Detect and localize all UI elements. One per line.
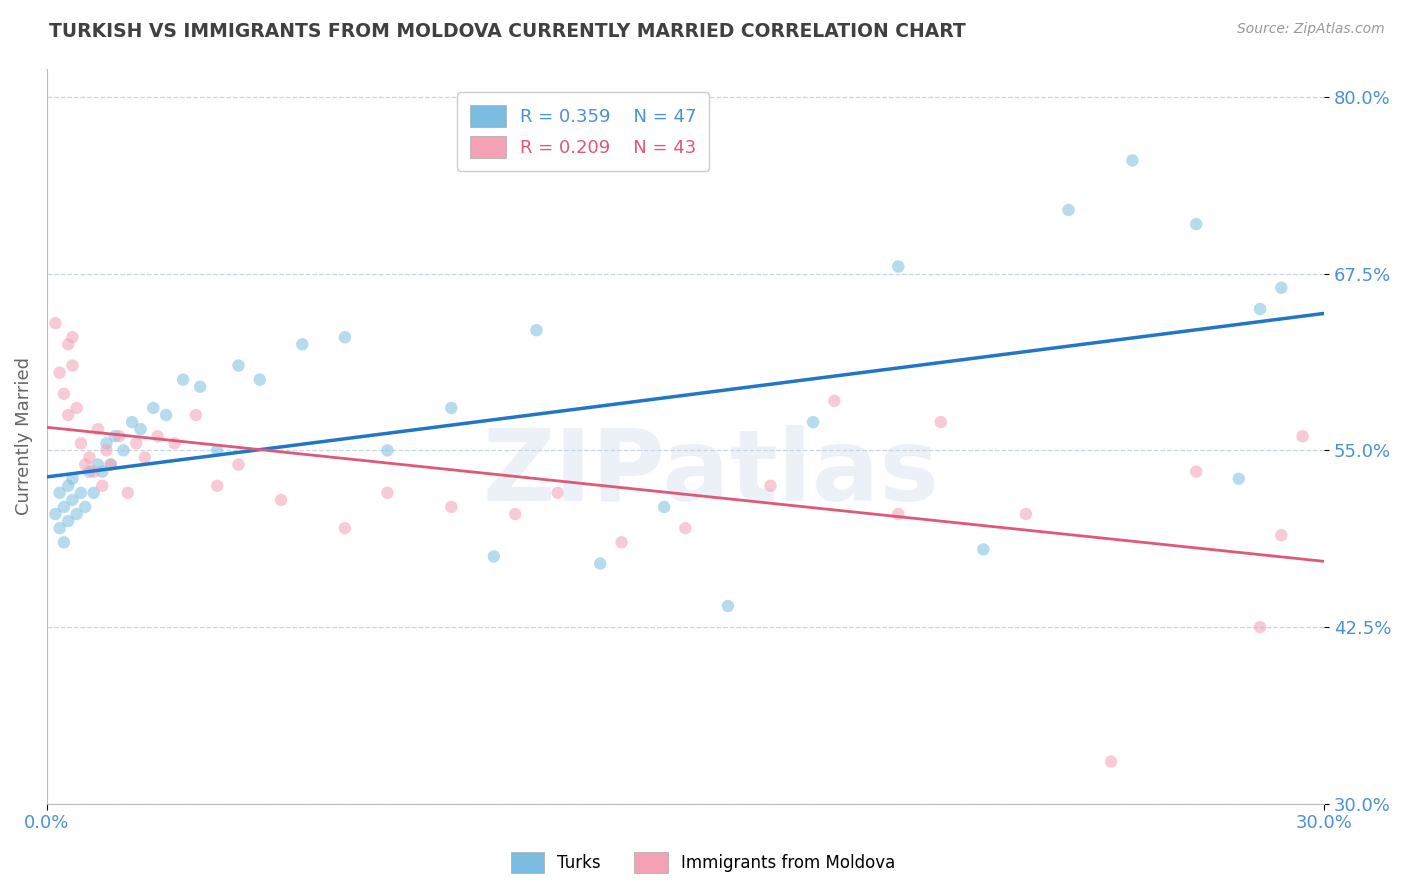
- Point: [291, 337, 314, 351]
- Point: [1227, 472, 1250, 486]
- Legend: R = 0.359    N = 47, R = 0.209    N = 43: R = 0.359 N = 47, R = 0.209 N = 43: [457, 92, 710, 170]
- Point: [163, 436, 186, 450]
- Point: [184, 408, 207, 422]
- Point: [887, 507, 910, 521]
- Point: [228, 359, 250, 373]
- Point: [62, 330, 84, 344]
- Point: [823, 393, 845, 408]
- Point: [75, 458, 97, 472]
- Point: [52, 535, 75, 549]
- Legend: Turks, Immigrants from Moldova: Turks, Immigrants from Moldova: [505, 846, 901, 880]
- Point: [547, 485, 569, 500]
- Point: [377, 485, 399, 500]
- Point: [1015, 507, 1038, 521]
- Point: [62, 472, 84, 486]
- Point: [100, 458, 122, 472]
- Point: [801, 415, 824, 429]
- Point: [48, 521, 70, 535]
- Point: [333, 521, 356, 535]
- Point: [48, 485, 70, 500]
- Point: [673, 521, 696, 535]
- Point: [96, 443, 118, 458]
- Y-axis label: Currently Married: Currently Married: [15, 358, 32, 516]
- Point: [83, 485, 105, 500]
- Point: [75, 500, 97, 514]
- Point: [56, 479, 79, 493]
- Point: [589, 557, 612, 571]
- Point: [108, 429, 131, 443]
- Point: [91, 479, 114, 493]
- Point: [188, 380, 211, 394]
- Point: [117, 485, 139, 500]
- Point: [125, 436, 148, 450]
- Point: [440, 500, 463, 514]
- Point: [717, 599, 740, 613]
- Point: [929, 415, 952, 429]
- Point: [66, 507, 89, 521]
- Point: [1121, 153, 1143, 168]
- Point: [62, 359, 84, 373]
- Point: [1270, 528, 1292, 542]
- Point: [205, 443, 228, 458]
- Point: [377, 443, 399, 458]
- Point: [87, 458, 110, 472]
- Point: [70, 436, 93, 450]
- Point: [503, 507, 526, 521]
- Point: [1249, 301, 1271, 316]
- Point: [526, 323, 548, 337]
- Point: [887, 260, 910, 274]
- Point: [52, 500, 75, 514]
- Point: [66, 401, 89, 415]
- Point: [129, 422, 152, 436]
- Point: [1185, 217, 1208, 231]
- Point: [83, 465, 105, 479]
- Point: [146, 429, 169, 443]
- Point: [56, 337, 79, 351]
- Point: [56, 408, 79, 422]
- Point: [270, 492, 292, 507]
- Point: [1057, 202, 1080, 217]
- Point: [44, 316, 66, 330]
- Point: [972, 542, 994, 557]
- Point: [440, 401, 463, 415]
- Point: [333, 330, 356, 344]
- Point: [87, 422, 110, 436]
- Point: [79, 450, 101, 465]
- Point: [1291, 429, 1313, 443]
- Point: [610, 535, 633, 549]
- Text: Source: ZipAtlas.com: Source: ZipAtlas.com: [1237, 22, 1385, 37]
- Point: [79, 465, 101, 479]
- Point: [1099, 755, 1122, 769]
- Point: [56, 514, 79, 528]
- Point: [48, 366, 70, 380]
- Point: [155, 408, 177, 422]
- Point: [96, 436, 118, 450]
- Point: [100, 458, 122, 472]
- Point: [652, 500, 675, 514]
- Point: [44, 507, 66, 521]
- Point: [249, 373, 271, 387]
- Point: [52, 387, 75, 401]
- Text: ZIPatlas: ZIPatlas: [482, 425, 939, 522]
- Point: [62, 492, 84, 507]
- Point: [1185, 465, 1208, 479]
- Point: [142, 401, 165, 415]
- Point: [121, 415, 143, 429]
- Point: [205, 479, 228, 493]
- Point: [91, 465, 114, 479]
- Point: [172, 373, 194, 387]
- Point: [1270, 281, 1292, 295]
- Point: [482, 549, 505, 564]
- Point: [759, 479, 782, 493]
- Point: [1249, 620, 1271, 634]
- Point: [228, 458, 250, 472]
- Point: [134, 450, 156, 465]
- Text: TURKISH VS IMMIGRANTS FROM MOLDOVA CURRENTLY MARRIED CORRELATION CHART: TURKISH VS IMMIGRANTS FROM MOLDOVA CURRE…: [49, 22, 966, 41]
- Point: [112, 443, 135, 458]
- Point: [104, 429, 127, 443]
- Point: [70, 485, 93, 500]
